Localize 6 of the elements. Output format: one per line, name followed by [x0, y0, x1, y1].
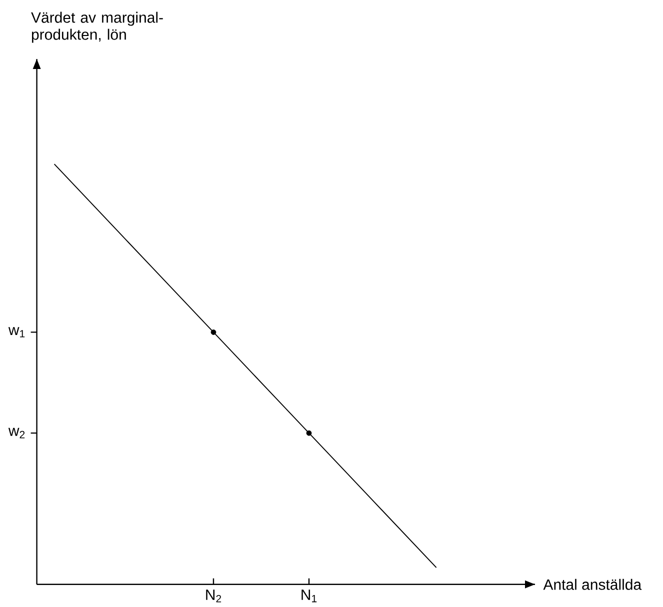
text: w$_{1}$ [8, 327, 25, 338]
text: Antal anställda [543, 578, 642, 590]
text: w$_{2}$ [8, 428, 25, 438]
x-tick-label: N$_{1}$ [302, 590, 317, 602]
x-tick-label: N$_{2}$ [206, 590, 222, 602]
text: Värdet av marginal-produkten, lön [31, 12, 163, 43]
